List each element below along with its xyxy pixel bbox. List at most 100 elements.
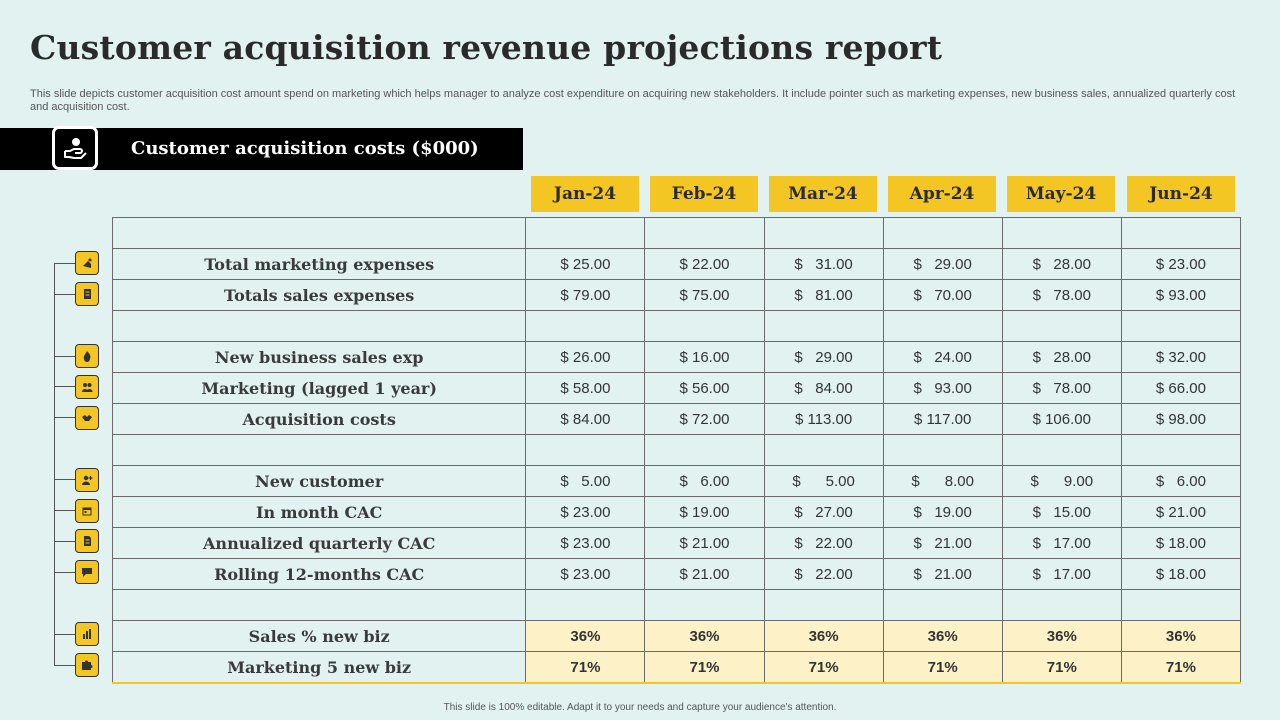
value-cell: $ 23.00 <box>525 496 646 528</box>
value-cell <box>882 434 1003 466</box>
value-cell <box>763 589 884 621</box>
table-row: Marketing 5 new biz 71% 71% 71% 71% 71% 71% <box>111 651 1242 684</box>
value-cell: 71% <box>1001 651 1122 684</box>
value-cell: $ 18.00 <box>1120 527 1242 559</box>
table-row: In month CAC $ 23.00 $ 19.00 $ 27.00 $ 19.00… <box>111 496 1242 528</box>
value-cell <box>763 434 884 466</box>
row-label <box>111 434 527 466</box>
calendar-icon <box>75 498 99 523</box>
value-cell <box>525 589 646 621</box>
tree-branch-line <box>54 293 75 295</box>
row-label: Marketing (lagged 1 year) <box>111 372 527 404</box>
value-cell: $ 9.00 <box>1001 465 1122 497</box>
value-cell: $ 78.00 <box>1001 372 1122 404</box>
value-cell: $ 18.00 <box>1120 558 1242 590</box>
value-cell: 71% <box>644 651 765 684</box>
table-spacer-row <box>111 217 1242 249</box>
tree-branch-line <box>54 571 75 573</box>
value-cell: $ 70.00 <box>882 279 1003 311</box>
table-row: Totals sales expenses $ 79.00 $ 75.00 $ 81.… <box>111 279 1242 311</box>
table-row: Annualized quarterly CAC $ 23.00 $ 21.00 $ … <box>111 527 1242 559</box>
tree-branch-line <box>54 417 75 419</box>
value-cell: 36% <box>1001 620 1122 652</box>
month-header-may-24: May-24 <box>1007 176 1115 212</box>
value-cell: $ 21.00 <box>644 527 765 559</box>
row-label: Annualized quarterly CAC <box>111 527 527 559</box>
row-label <box>111 217 527 249</box>
value-cell: $ 24.00 <box>882 341 1003 373</box>
value-cell <box>1001 217 1122 249</box>
receipt-icon <box>75 282 99 307</box>
tree-branch-line <box>54 386 75 388</box>
fire-icon <box>75 344 99 369</box>
value-cell <box>1120 217 1242 249</box>
value-cell: $ 23.00 <box>525 527 646 559</box>
value-cell: $ 98.00 <box>1120 403 1242 435</box>
user-add-icon <box>75 467 99 492</box>
value-cell <box>882 589 1003 621</box>
team-icon <box>75 374 99 399</box>
table-row: Acquisition costs $ 84.00 $ 72.00 $ 113.00 $… <box>111 403 1242 435</box>
row-label: In month CAC <box>111 496 527 528</box>
value-cell: $ 27.00 <box>763 496 884 528</box>
month-header-mar-24: Mar-24 <box>769 176 877 212</box>
tree-branch-line <box>54 633 75 635</box>
value-cell: $ 58.00 <box>525 372 646 404</box>
value-cell: $ 6.00 <box>1120 465 1242 497</box>
value-cell: $ 17.00 <box>1001 527 1122 559</box>
row-label: Marketing 5 new biz <box>111 651 527 684</box>
value-cell <box>1120 310 1242 342</box>
value-cell: $ 26.00 <box>525 341 646 373</box>
table-row: Sales % new biz 36% 36% 36% 36% 36% 36% <box>111 620 1242 652</box>
value-cell: 71% <box>1120 651 1242 684</box>
value-cell: $ 22.00 <box>763 527 884 559</box>
value-cell: $ 29.00 <box>763 341 884 373</box>
table-row: Total marketing expenses $ 25.00 $ 22.00 $ … <box>111 248 1242 280</box>
tree-branch-line <box>54 355 75 357</box>
value-cell: $ 93.00 <box>1120 279 1242 311</box>
row-label <box>111 589 527 621</box>
value-cell <box>1120 589 1242 621</box>
row-label: Totals sales expenses <box>111 279 527 311</box>
value-cell: $ 56.00 <box>644 372 765 404</box>
tree-branch-line <box>54 262 75 264</box>
value-cell: $ 75.00 <box>644 279 765 311</box>
value-cell: $ 21.00 <box>882 558 1003 590</box>
tree-trunk-line <box>54 263 55 666</box>
value-cell: $ 31.00 <box>763 248 884 280</box>
acquisition-cost-table: Total marketing expenses $ 25.00 $ 22.00 $ … <box>111 217 1242 684</box>
bar-chart-icon <box>75 622 99 647</box>
row-label: Total marketing expenses <box>111 248 527 280</box>
value-cell: $ 72.00 <box>644 403 765 435</box>
hand-money-icon <box>52 126 98 170</box>
table-spacer-row <box>111 310 1242 342</box>
value-cell <box>644 217 765 249</box>
page-description: This slide depicts customer acquisition … <box>30 88 1236 113</box>
row-label <box>111 310 527 342</box>
value-cell: $ 113.00 <box>763 403 884 435</box>
month-header-apr-24: Apr-24 <box>888 176 996 212</box>
value-cell <box>644 589 765 621</box>
document-icon <box>75 529 99 554</box>
value-cell: $ 17.00 <box>1001 558 1122 590</box>
marketing-icon <box>75 251 99 276</box>
value-cell: $ 29.00 <box>882 248 1003 280</box>
value-cell <box>525 434 646 466</box>
row-label: Rolling 12-months CAC <box>111 558 527 590</box>
value-cell: $ 66.00 <box>1120 372 1242 404</box>
row-label: Acquisition costs <box>111 403 527 435</box>
value-cell <box>882 310 1003 342</box>
footer-note: This slide is 100% editable. Adapt it to… <box>443 702 837 713</box>
row-label: New customer <box>111 465 527 497</box>
value-cell: 36% <box>525 620 646 652</box>
value-cell: $ 15.00 <box>1001 496 1122 528</box>
value-cell: $ 22.00 <box>644 248 765 280</box>
value-cell: $ 106.00 <box>1001 403 1122 435</box>
table-row: New business sales exp $ 26.00 $ 16.00 $ 29… <box>111 341 1242 373</box>
value-cell <box>1001 434 1122 466</box>
value-cell <box>644 310 765 342</box>
table-row: New customer $ 5.00 $ 6.00 $ 5.00 $ 8.00 $ 9.… <box>111 465 1242 497</box>
value-cell: $ 23.00 <box>1120 248 1242 280</box>
value-cell <box>882 217 1003 249</box>
table-row: Marketing (lagged 1 year) $ 58.00 $ 56.00 $… <box>111 372 1242 404</box>
